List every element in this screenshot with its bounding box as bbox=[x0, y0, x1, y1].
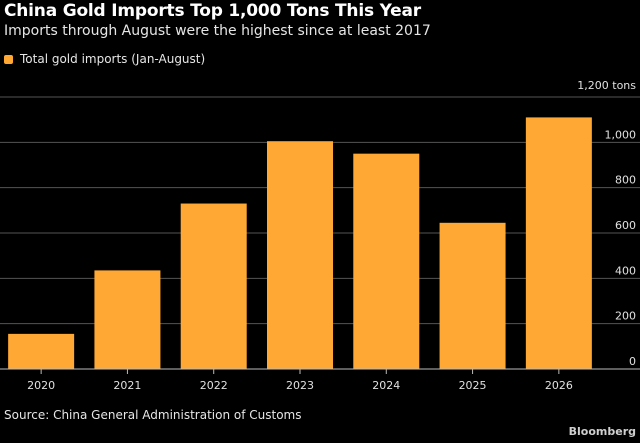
x-tick-label: 2021 bbox=[113, 379, 141, 392]
chart-title: China Gold Imports Top 1,000 Tons This Y… bbox=[4, 1, 421, 21]
y-tick-label: 600 bbox=[615, 219, 636, 232]
y-tick-label: 1,200 tons bbox=[577, 79, 636, 92]
y-tick-label: 400 bbox=[615, 264, 636, 277]
x-tick-label: 2026 bbox=[545, 379, 573, 392]
x-tick-label: 2023 bbox=[286, 379, 314, 392]
bar-2025 bbox=[439, 222, 506, 369]
bar-2020 bbox=[8, 333, 75, 369]
x-tick-label: 2024 bbox=[372, 379, 400, 392]
bar-2023 bbox=[267, 141, 333, 369]
source-note: Source: China General Administration of … bbox=[4, 408, 302, 422]
bar-2022 bbox=[180, 203, 247, 369]
bar-2024 bbox=[353, 153, 420, 369]
chart-subtitle: Imports through August were the highest … bbox=[4, 23, 431, 39]
legend: Total gold imports (Jan-August) bbox=[4, 52, 205, 66]
legend-swatch bbox=[4, 54, 13, 64]
y-tick-label: 800 bbox=[615, 174, 636, 187]
bar-2021 bbox=[94, 270, 161, 369]
bars bbox=[8, 117, 592, 370]
legend-label: Total gold imports (Jan-August) bbox=[20, 52, 206, 66]
x-tick-label: 2020 bbox=[27, 379, 55, 392]
brand-logo: Bloomberg bbox=[568, 425, 636, 438]
bar-2026 bbox=[525, 117, 592, 370]
y-axis-ticks: 0 200 400 600 800 1,000 1,200 tons bbox=[577, 79, 636, 368]
x-tick-label: 2025 bbox=[459, 379, 487, 392]
y-tick-label: 1,000 bbox=[605, 128, 637, 141]
x-axis-ticks: 2020 2021 2022 2023 2024 2025 2026 bbox=[27, 369, 573, 392]
y-tick-label: 200 bbox=[615, 310, 636, 323]
y-tick-label: 0 bbox=[629, 355, 636, 368]
x-tick-label: 2022 bbox=[200, 379, 228, 392]
